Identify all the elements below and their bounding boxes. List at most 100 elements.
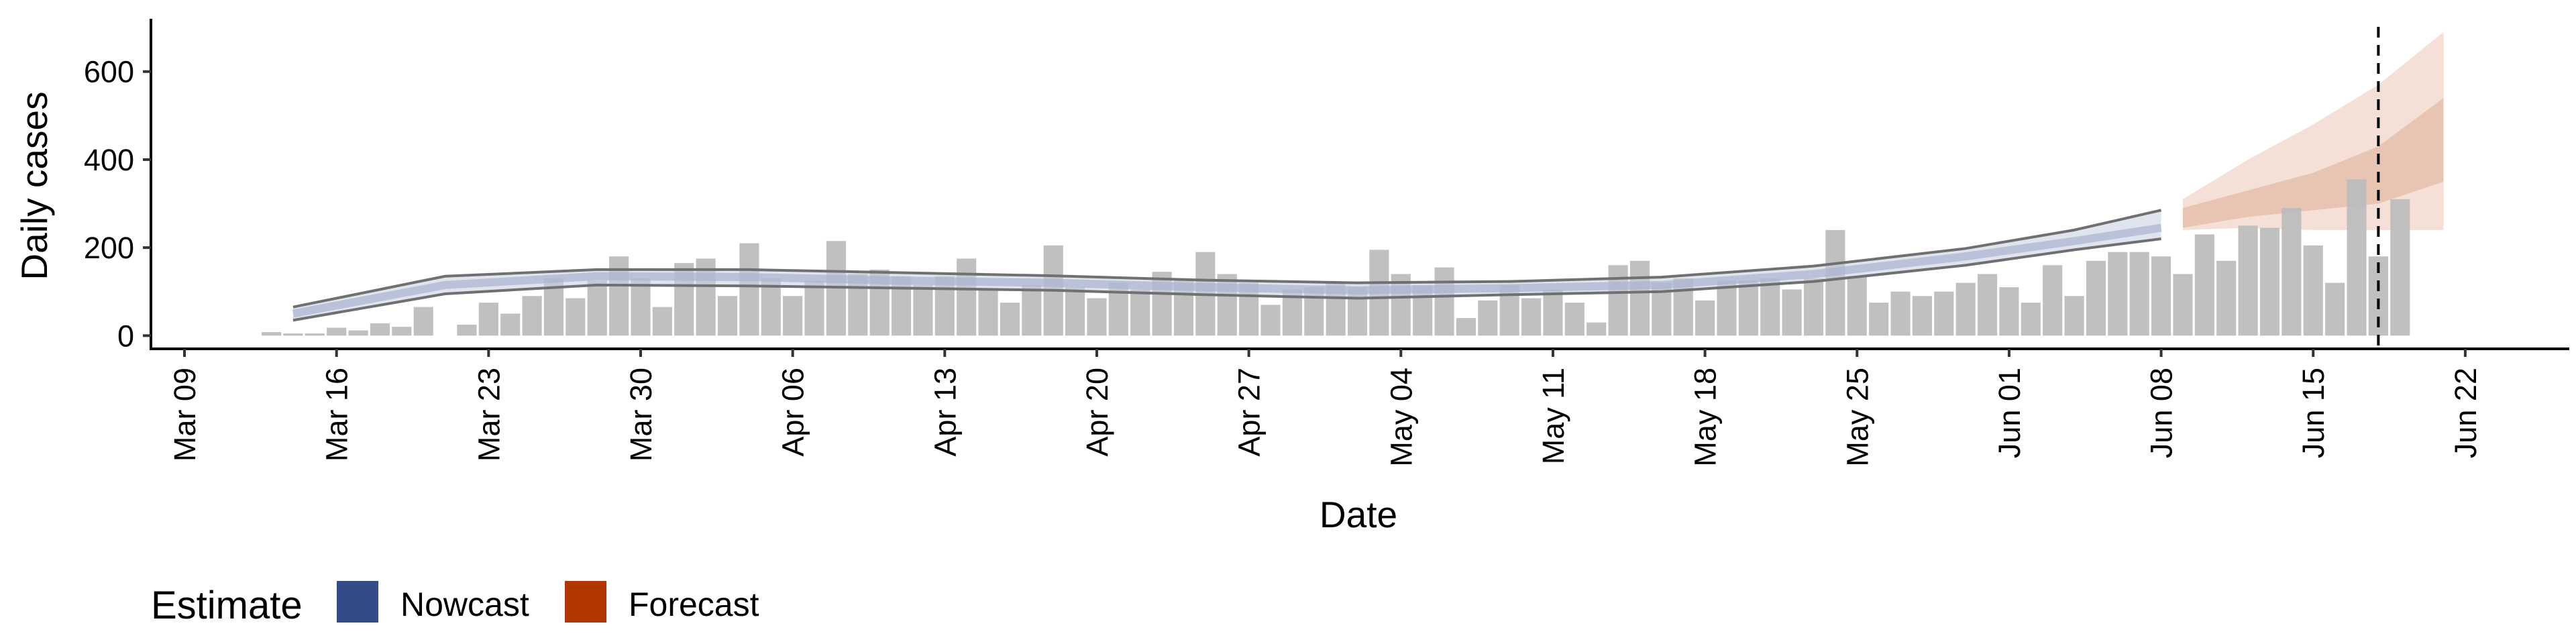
case-bar (2021, 303, 2041, 336)
y-tick-label: 0 (117, 319, 134, 353)
legend-label-nowcast: Nowcast (400, 586, 529, 623)
x-tick-label: May 11 (1536, 368, 1570, 464)
case-bar (783, 296, 803, 336)
case-bar (1999, 287, 2019, 336)
case-bar (1608, 265, 1628, 336)
case-bar (348, 330, 368, 336)
x-tick-label: May 18 (1688, 368, 1723, 467)
case-bar (1912, 296, 1932, 336)
case-bar (739, 243, 759, 336)
plot-area (261, 27, 2444, 349)
case-bar (2303, 245, 2323, 336)
case-bar (652, 307, 672, 336)
x-tick-label: Jun 01 (1992, 368, 2027, 458)
case-bar (1434, 267, 1454, 336)
case-bar (761, 278, 781, 336)
case-bar (2259, 227, 2280, 336)
daily-case-bars (261, 179, 2410, 336)
x-tick-label: Jun 15 (2296, 368, 2330, 458)
x-tick-label: Jun 22 (2449, 368, 2483, 458)
case-bar (2043, 265, 2063, 336)
case-bar (370, 323, 390, 336)
case-bar (1890, 291, 1911, 336)
nowcast-lower-line (292, 237, 2161, 322)
case-bar (2129, 252, 2149, 336)
case-bar (261, 332, 282, 336)
case-bar (1955, 282, 1976, 336)
x-tick-label: Apr 20 (1080, 368, 1114, 457)
case-bar (2216, 260, 2237, 336)
case-bar (2238, 225, 2258, 336)
legend-swatch-forecast (565, 581, 606, 623)
case-bar (457, 324, 477, 336)
y-axis-ticks: 0 200 400 600 (84, 55, 151, 353)
legend-title: Estimate (151, 584, 303, 627)
case-bar (957, 258, 977, 336)
case-bar (804, 280, 824, 336)
x-tick-label: Mar 16 (320, 368, 354, 462)
nowcast-upper-line (292, 209, 2162, 309)
case-bar (2282, 208, 2302, 336)
case-bar (1087, 298, 1107, 336)
x-tick-label: Mar 23 (472, 368, 506, 462)
case-bar (305, 333, 325, 336)
case-bar (392, 327, 412, 336)
case-bar (1543, 289, 1563, 336)
case-bar (327, 327, 347, 336)
case-bar (1587, 322, 1607, 336)
case-bar (566, 298, 586, 336)
case-bar (2064, 296, 2084, 336)
y-tick-label: 600 (84, 55, 134, 89)
case-bar (2151, 256, 2171, 336)
case-bar (1695, 300, 1715, 336)
case-bar (1629, 260, 1650, 336)
case-bar (2347, 179, 2367, 336)
case-bar (913, 284, 933, 336)
case-bar (1803, 278, 1824, 336)
legend: Estimate Nowcast Forecast (151, 581, 759, 627)
x-tick-label: Jun 08 (2145, 368, 2179, 458)
case-bar (1782, 289, 1802, 336)
legend-label-forecast: Forecast (629, 586, 759, 623)
case-bar (1456, 318, 1476, 336)
case-bar (1130, 289, 1150, 336)
nowcast-bands (292, 209, 2162, 322)
case-bar (587, 280, 607, 336)
case-bar (2325, 282, 2345, 336)
x-tick-label: May 04 (1384, 368, 1418, 467)
case-bar (978, 289, 998, 336)
case-bar (1869, 303, 1889, 336)
case-bar (2086, 260, 2106, 336)
case-bar (1738, 280, 1758, 336)
x-tick-label: Mar 09 (168, 368, 202, 462)
case-bar (631, 278, 651, 336)
case-bar (1977, 274, 1998, 336)
case-bar (1934, 291, 1954, 336)
case-bar (2173, 274, 2193, 336)
case-bar (717, 296, 738, 336)
case-bar (1847, 276, 1867, 336)
y-tick-label: 400 (84, 143, 134, 177)
x-axis-title: Date (1320, 494, 1397, 535)
case-bar (1260, 305, 1281, 336)
case-bar (500, 313, 521, 336)
axes: 0 200 400 600 Mar 09 Mar 16 Mar 23 Mar 30 Apr 0… (84, 19, 2569, 467)
case-bar (2108, 252, 2128, 336)
x-tick-label: Apr 13 (928, 368, 962, 457)
x-tick-label: Apr 27 (1232, 368, 1267, 457)
case-bar (413, 307, 433, 336)
x-axis-ticks: Mar 09 Mar 16 Mar 23 Mar 30 Apr 06 Apr 13 Apr … (168, 349, 2483, 467)
x-tick-label: May 25 (1840, 368, 1874, 467)
case-bar (2194, 234, 2214, 336)
case-bar (1825, 229, 1845, 336)
case-bar (1521, 298, 1542, 336)
case-bar (2390, 199, 2410, 336)
case-bar (1564, 303, 1585, 336)
case-bar (522, 296, 542, 336)
legend-swatch-nowcast (337, 581, 378, 623)
nowcast-median-band (292, 223, 2162, 318)
case-bar (1000, 303, 1020, 336)
x-tick-label: Apr 06 (776, 368, 810, 457)
y-axis-title: Daily cases (13, 91, 55, 280)
